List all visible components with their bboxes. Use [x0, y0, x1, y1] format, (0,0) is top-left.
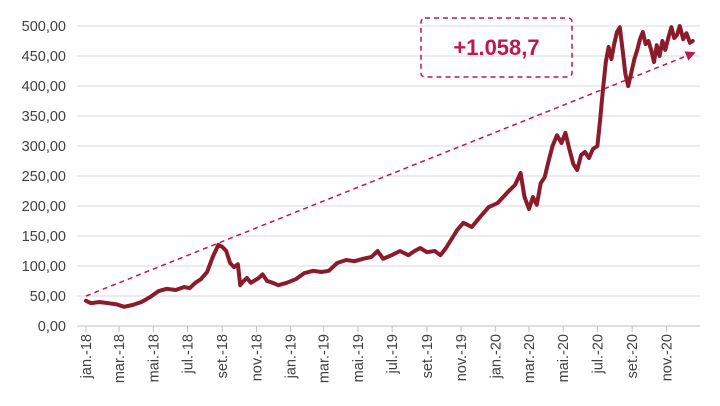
- grid-lines: [77, 25, 700, 297]
- y-tick-label: 0,00: [38, 319, 66, 335]
- x-tick-label: jul.-20: [590, 334, 606, 375]
- x-tick-label: mar.-20: [522, 334, 538, 383]
- trend-arrow: [85, 51, 696, 297]
- x-axis-tick-marks: [85, 326, 667, 332]
- y-tick-label: 400,00: [22, 79, 66, 95]
- y-tick-label: 350,00: [22, 109, 66, 125]
- y-tick-label: 300,00: [22, 139, 66, 155]
- x-tick-label: set.-19: [420, 334, 436, 378]
- y-tick-label: 50,00: [30, 289, 66, 305]
- x-tick-label: jan.-20: [488, 334, 504, 379]
- x-tick-label: jul.-18: [180, 334, 196, 375]
- x-tick-label: mar.-18: [112, 334, 128, 383]
- x-tick-label: nov.-20: [659, 334, 675, 381]
- trend-line: [85, 51, 696, 297]
- x-tick-label: jul.-19: [385, 334, 401, 375]
- x-tick-label: jan.-19: [284, 334, 300, 379]
- x-tick-label: nov.-19: [454, 334, 470, 381]
- x-tick-label: jan.-18: [79, 334, 95, 379]
- x-tick-label: nov.-18: [249, 334, 265, 381]
- series-line: [84, 24, 695, 309]
- x-axis-tick-labels: jan.-18 mar.-18 mai.-18 jul.-18 set.-18 nov.-…: [79, 334, 675, 383]
- x-tick-label: mai.-19: [351, 334, 367, 382]
- x-tick-label: mai.-18: [146, 334, 162, 382]
- x-tick-label: mai.-20: [556, 334, 572, 382]
- x-tick-label: set.-18: [215, 334, 231, 378]
- y-tick-label: 450,00: [22, 49, 66, 65]
- series-layer: [84, 24, 695, 309]
- x-tick-label: set.-20: [625, 334, 641, 378]
- y-tick-label: 100,00: [22, 259, 66, 275]
- callout-text: +1.058,7: [453, 35, 539, 60]
- y-tick-label: 150,00: [22, 229, 66, 245]
- x-tick-label: mar.-19: [317, 334, 333, 383]
- y-tick-label: 200,00: [22, 199, 66, 215]
- y-axis-tick-labels: 0,00 50,00 100,00 150,00 200,00 250,00 300,00 3…: [22, 19, 66, 335]
- callout-rect: [420, 17, 573, 78]
- y-tick-label: 250,00: [22, 169, 66, 185]
- callout-box: +1.058,7: [420, 17, 573, 78]
- y-tick-label: 500,00: [22, 19, 66, 35]
